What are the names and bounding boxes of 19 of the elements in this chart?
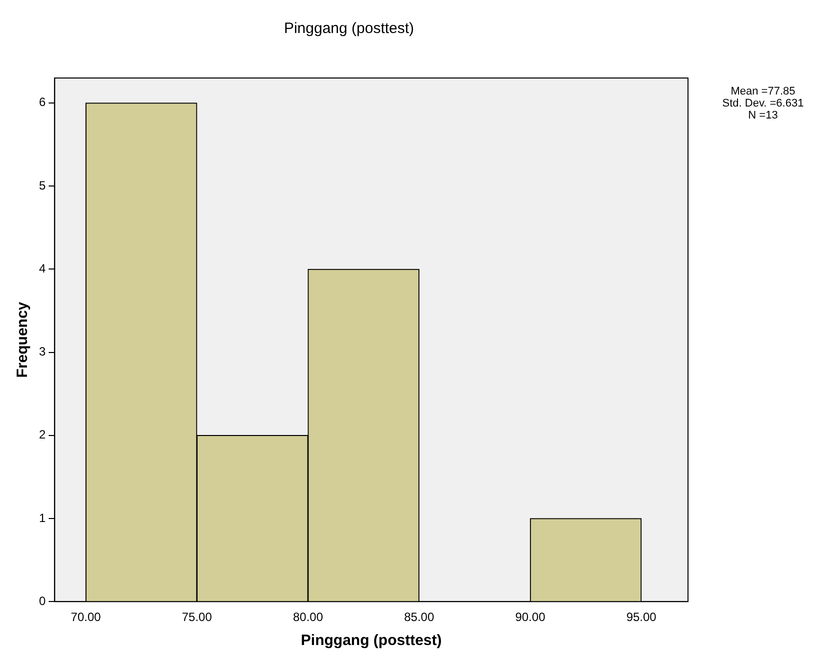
x-tick-label: 85.00: [404, 610, 434, 624]
y-axis-title: Frequency: [14, 301, 32, 378]
y-tick-label: 2: [38, 428, 46, 442]
x-tick-label: 90.00: [515, 610, 546, 624]
x-axis-title: Pinggang (posttest): [300, 632, 442, 650]
y-tick-label: 5: [38, 178, 46, 192]
y-tick-label: 6: [38, 95, 46, 110]
x-tick-label: 80.00: [292, 610, 324, 624]
text: N =13: [748, 110, 778, 122]
x-tick-label: 75.00: [182, 610, 212, 624]
y-tick-label: 0: [38, 594, 46, 608]
y-tick-label: 1: [38, 510, 46, 525]
chart-title: Pinggang (posttest): [284, 20, 414, 38]
y-tick-label: 3: [38, 344, 46, 359]
text: Mean =77.85: [730, 86, 796, 98]
y-tick-label: 4: [38, 261, 46, 276]
x-tick-label: 70.00: [70, 610, 102, 624]
text: Std. Dev. =6.631: [722, 98, 804, 110]
x-tick-label: 95.00: [626, 610, 657, 624]
